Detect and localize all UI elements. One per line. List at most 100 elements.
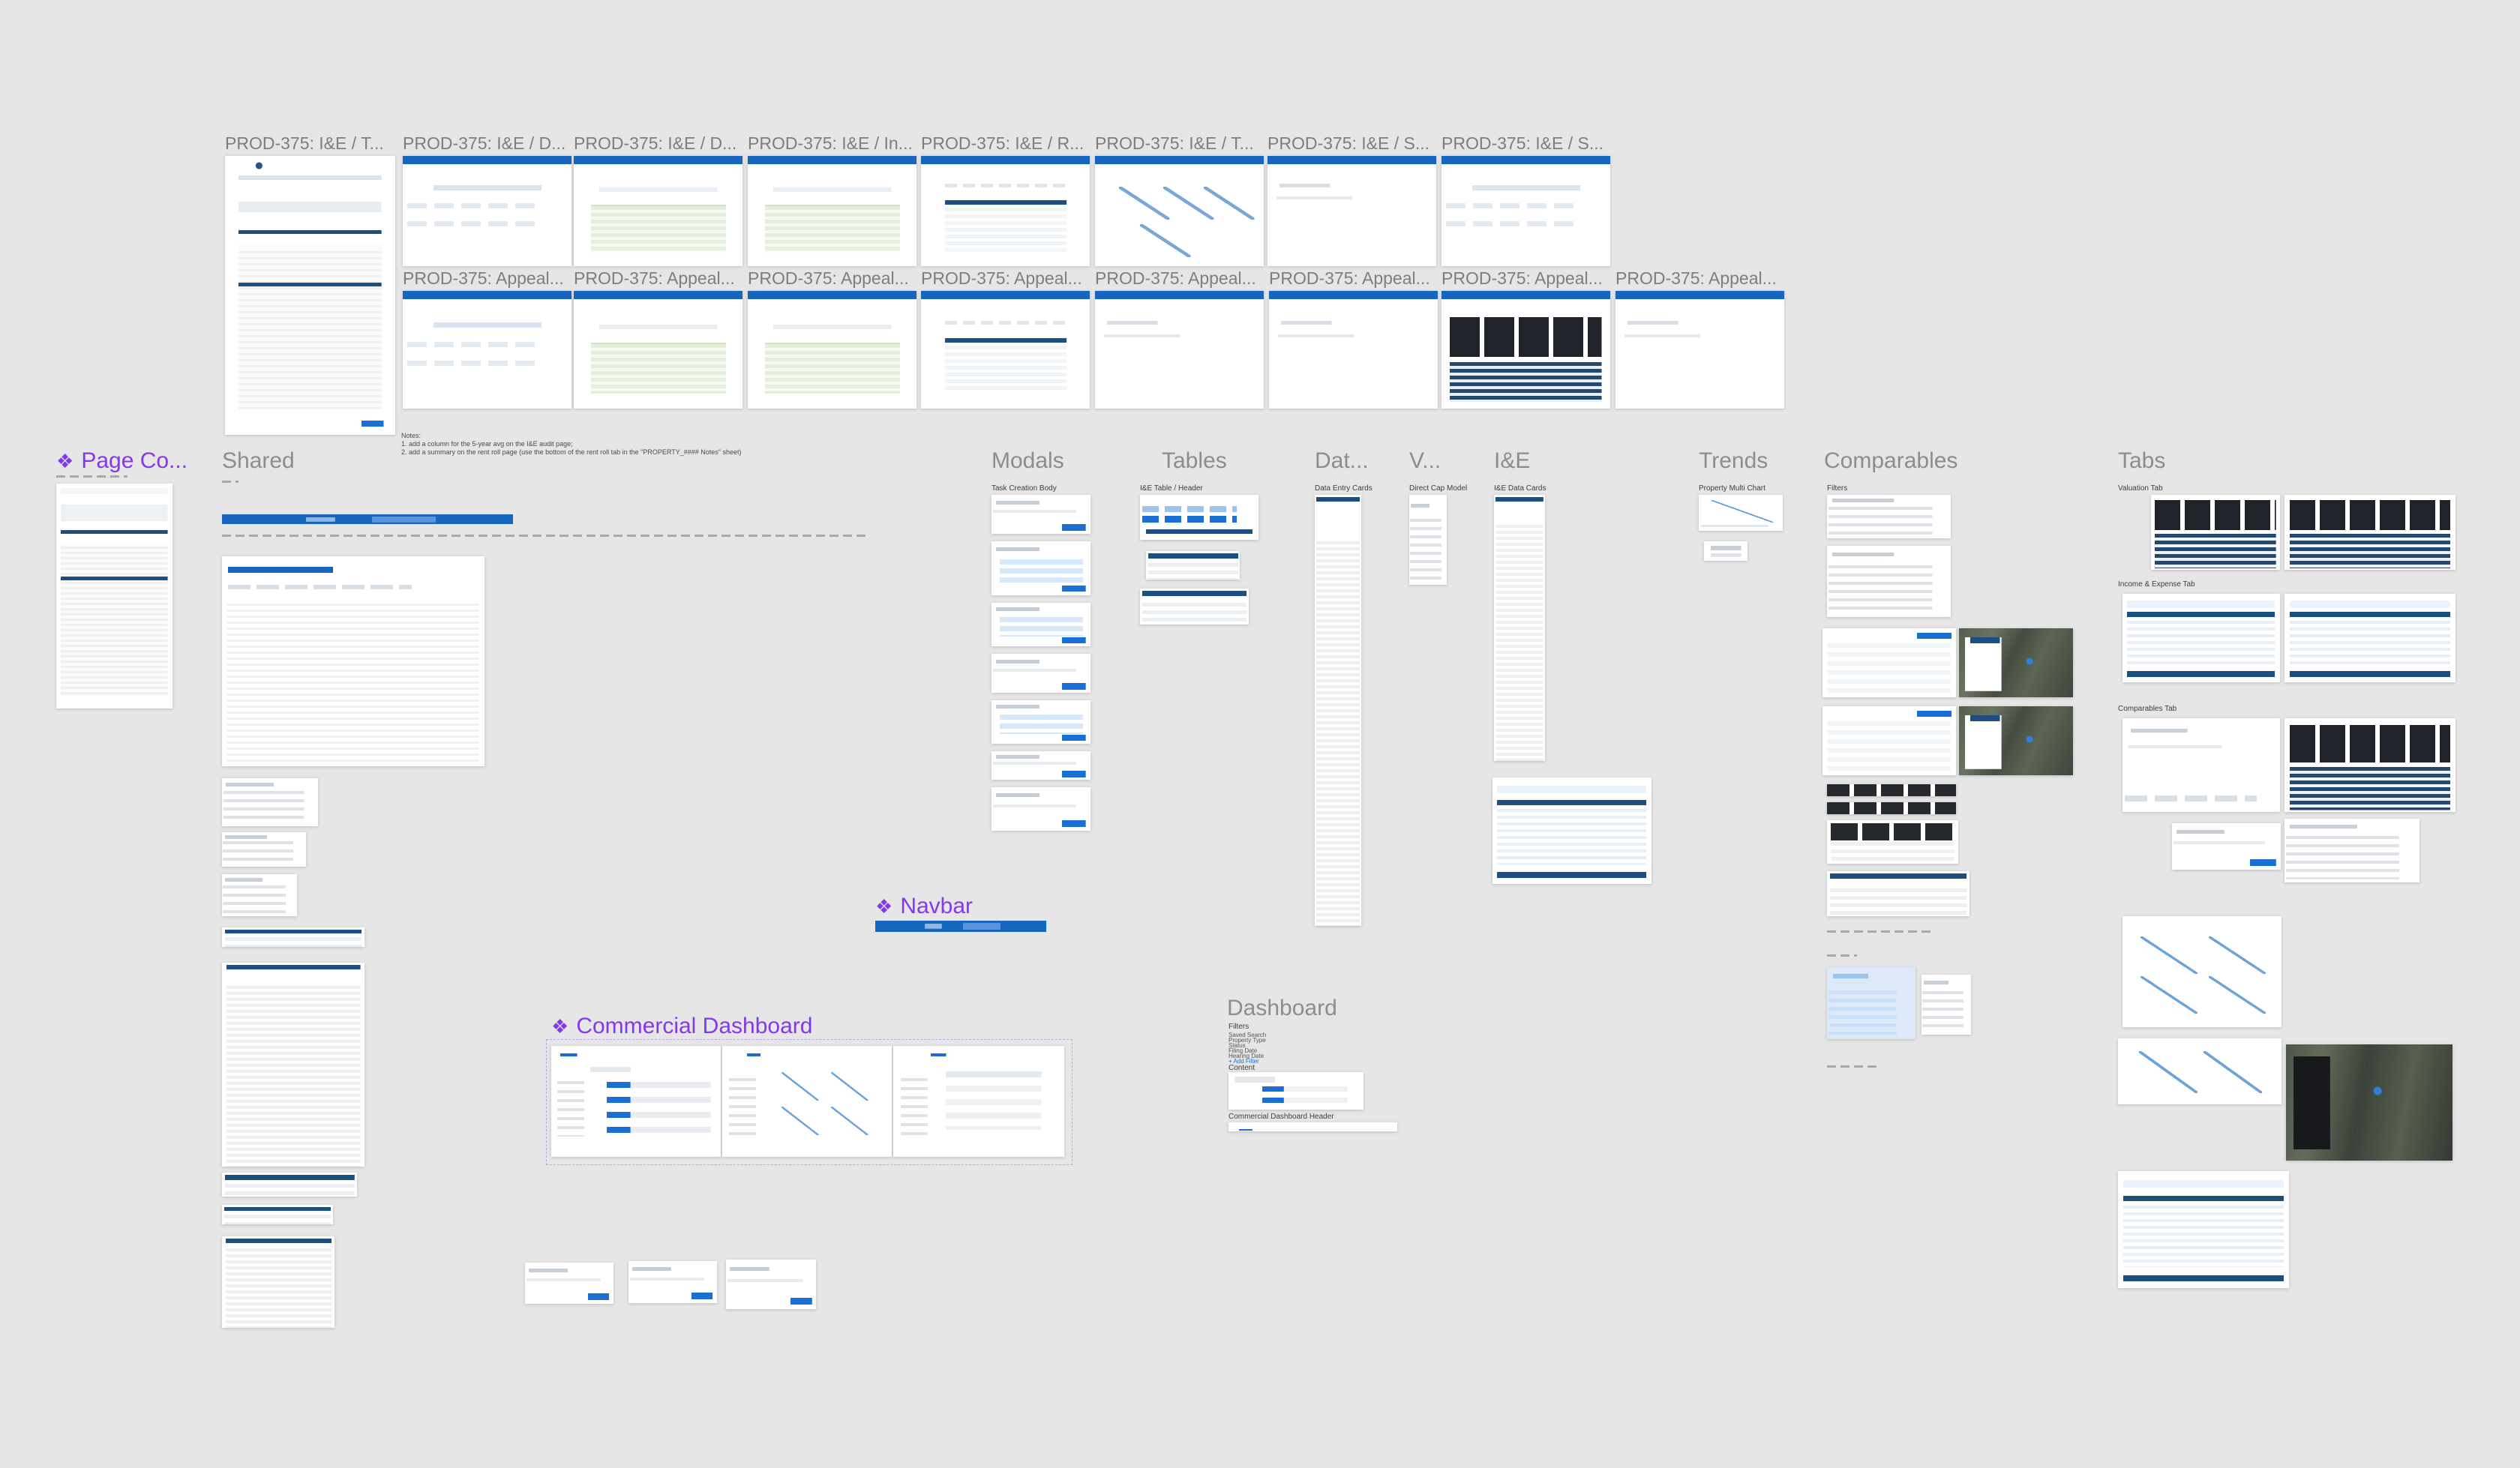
page-content-component[interactable] <box>56 484 172 709</box>
comparable-table[interactable] <box>1827 871 1970 916</box>
valuation-tab-cards-2[interactable] <box>2284 495 2456 570</box>
shared-ie-list[interactable] <box>222 963 364 1167</box>
add-file-modal[interactable] <box>726 1260 816 1309</box>
section-label-modals[interactable]: Modals <box>992 448 1064 474</box>
frame-label[interactable]: PROD-375: Appeal... <box>1442 268 1603 288</box>
valuation-tab-cards-1[interactable] <box>2151 495 2280 570</box>
sub-frame-label[interactable]: Filters <box>1228 1023 1250 1031</box>
filter-item-label[interactable]: Hearing Date <box>1228 1053 1264 1059</box>
comparable-map-card-2[interactable] <box>1959 706 2073 775</box>
filter-item-label[interactable]: Status <box>1228 1042 1246 1049</box>
shared-text-row[interactable] <box>222 534 867 538</box>
tabs-charts-wide[interactable] <box>2118 1038 2282 1104</box>
comparable-dark-strip-1[interactable] <box>1827 784 1956 796</box>
comparables-tab-cards[interactable] <box>2284 718 2456 812</box>
filter-item-label[interactable]: Filing Date <box>1228 1047 1258 1054</box>
create-custom-task-modal-2[interactable] <box>628 1261 717 1303</box>
shared-ie-list-2[interactable] <box>222 1236 334 1328</box>
comparable-text-3[interactable] <box>1827 1065 1880 1068</box>
frame-label[interactable]: PROD-375: Appeal... <box>748 268 909 288</box>
modal-1[interactable] <box>992 495 1090 534</box>
comparable-row-list-1[interactable] <box>1822 628 1956 697</box>
frame-label[interactable]: PROD-375: I&E / In... <box>748 133 913 153</box>
ie-data-cards[interactable] <box>1494 495 1545 761</box>
frame-label[interactable]: PROD-375: I&E / S... <box>1442 133 1604 153</box>
section-label-v[interactable]: V... <box>1409 448 1441 474</box>
frame-prod375-ie-5[interactable] <box>921 156 1090 266</box>
frame-prod375-ie-6[interactable] <box>1095 156 1264 266</box>
modal-2[interactable] <box>992 541 1090 595</box>
frame-prod375-appeal-4[interactable] <box>921 291 1090 409</box>
section-label-comparables[interactable]: Comparables <box>1824 448 1958 474</box>
page-content-note[interactable] <box>56 475 128 478</box>
dashboard-table-view[interactable] <box>893 1046 1064 1157</box>
frame-label[interactable]: PROD-375: I&E / S... <box>1268 133 1430 153</box>
sub-frame-label[interactable]: Content <box>1228 1064 1256 1072</box>
comparable-dark-cells[interactable] <box>1827 820 1958 864</box>
frame-label[interactable]: PROD-375: Appeal... <box>1095 268 1256 288</box>
sub-frame-label[interactable]: Direct Cap Model <box>1409 484 1468 493</box>
frame-prod375-appeal-6[interactable] <box>1269 291 1438 409</box>
section-label-shared[interactable]: Shared <box>222 448 295 474</box>
component-label-page-content[interactable]: ❖ Page Co... <box>56 448 188 474</box>
frame-prod375-ie-7[interactable] <box>1268 156 1436 266</box>
filter-item-label[interactable]: Property Type <box>1228 1037 1266 1044</box>
frame-label[interactable]: PROD-375: I&E / T... <box>1095 133 1254 153</box>
section-label-dat[interactable]: Dat... <box>1315 448 1369 474</box>
section-label-trends[interactable]: Trends <box>1699 448 1768 474</box>
shared-table-strip-3[interactable] <box>222 1205 333 1224</box>
sub-frame-label[interactable]: I&E Data Cards <box>1494 484 1546 493</box>
comparables-filters-2[interactable] <box>1827 546 1951 617</box>
create-custom-task-modal-1[interactable] <box>525 1263 614 1304</box>
navbar-component[interactable] <box>875 921 1046 932</box>
sub-frame-label[interactable]: Commercial Dashboard Header <box>1228 1113 1334 1121</box>
tables-header-card[interactable] <box>1140 495 1258 540</box>
direct-cap-model[interactable] <box>1409 495 1447 585</box>
tabs-charts-grid[interactable] <box>2122 916 2282 1027</box>
sub-frame-label[interactable]: Valuation Tab <box>2118 484 2163 493</box>
comparable-side-card[interactable] <box>1922 975 1971 1035</box>
dashboard-map-view[interactable] <box>551 1046 721 1157</box>
ie-summary-table[interactable] <box>1492 777 1652 884</box>
frame-label[interactable]: PROD-375: I&E / D... <box>574 133 737 153</box>
shared-micro-text[interactable] <box>222 480 238 484</box>
comparable-dark-strip-2[interactable] <box>1827 802 1956 814</box>
shared-navbar-strip[interactable] <box>222 514 513 524</box>
modal-7[interactable] <box>992 787 1090 831</box>
comparable-text-2[interactable] <box>1827 954 1857 957</box>
component-label-navbar[interactable]: ❖ Navbar <box>875 894 973 919</box>
dashboard-content-table[interactable] <box>1228 1072 1364 1110</box>
component-label-commercial-dashboard[interactable]: ❖ Commercial Dashboard <box>551 1014 812 1039</box>
frame-prod375-appeal-1[interactable] <box>403 291 572 409</box>
comparables-tab-form[interactable] <box>2122 718 2280 812</box>
tabs-bottom-table[interactable] <box>2118 1171 2289 1288</box>
trends-mini-card[interactable] <box>1704 541 1748 561</box>
data-entry-cards[interactable] <box>1315 495 1361 926</box>
section-label-dashboard[interactable]: Dashboard <box>1227 996 1337 1021</box>
comparable-blue-card[interactable] <box>1827 967 1916 1039</box>
dashboard-header-bar[interactable] <box>1228 1122 1397 1131</box>
tabs-form-card[interactable] <box>2284 819 2420 882</box>
sub-frame-label[interactable]: Filters <box>1827 484 1848 493</box>
sub-frame-label[interactable]: Comparables Tab <box>2118 705 2177 713</box>
frame-prod375-ie-2[interactable] <box>403 156 572 266</box>
frame-prod375-ie-4[interactable] <box>748 156 916 266</box>
frame-prod375-appeal-7[interactable] <box>1442 291 1610 409</box>
tabs-map[interactable] <box>2286 1044 2452 1161</box>
frame-label[interactable]: PROD-375: I&E / R... <box>921 133 1084 153</box>
modal-6[interactable] <box>992 751 1090 780</box>
comparables-filters-1[interactable] <box>1827 495 1951 538</box>
sub-frame-label[interactable]: Income & Expense Tab <box>2118 580 2195 589</box>
frame-label[interactable]: PROD-375: Appeal... <box>1269 268 1430 288</box>
shared-big-table[interactable] <box>222 556 484 766</box>
section-label-tables[interactable]: Tables <box>1162 448 1227 474</box>
section-label-ie[interactable]: I&E <box>1494 448 1530 474</box>
shared-table-strip-2[interactable] <box>222 1173 357 1197</box>
shared-card-3[interactable] <box>222 874 297 916</box>
comparable-row-list-2[interactable] <box>1822 706 1956 775</box>
frame-prod375-appeal-2[interactable] <box>574 291 742 409</box>
property-multi-chart[interactable] <box>1699 495 1783 531</box>
frame-label[interactable]: PROD-375: Appeal... <box>1616 268 1777 288</box>
sub-frame-label[interactable]: Data Entry Cards <box>1315 484 1372 493</box>
